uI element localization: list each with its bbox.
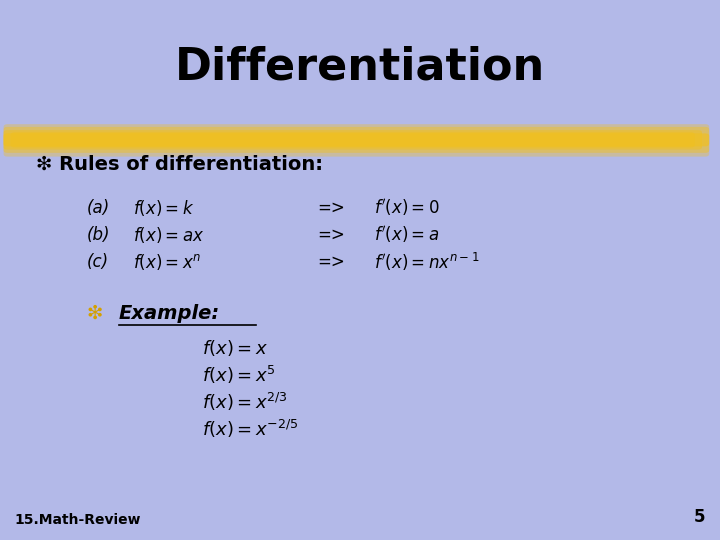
Text: $f(x) = x^5$: $f(x) = x^5$ xyxy=(202,364,275,386)
Text: (c): (c) xyxy=(86,253,109,271)
Text: =>: => xyxy=(317,226,345,244)
Text: $f'(x) = 0$: $f'(x) = 0$ xyxy=(374,198,440,218)
Text: $f(x) = ax$: $f(x) = ax$ xyxy=(133,225,204,245)
Text: =>: => xyxy=(317,253,345,271)
Text: Differentiation: Differentiation xyxy=(175,46,545,89)
Text: $f(x) = x^{-2/5}$: $f(x) = x^{-2/5}$ xyxy=(202,418,298,440)
FancyBboxPatch shape xyxy=(11,132,695,147)
Text: (a): (a) xyxy=(86,199,109,217)
Text: $f'(x) = a$: $f'(x) = a$ xyxy=(374,225,440,245)
Text: ❇: ❇ xyxy=(86,303,103,323)
FancyBboxPatch shape xyxy=(4,130,702,150)
Text: $f'(x) = nx^{n-1}$: $f'(x) = nx^{n-1}$ xyxy=(374,251,480,273)
FancyBboxPatch shape xyxy=(4,133,709,146)
Text: $f(x) = x^n$: $f(x) = x^n$ xyxy=(133,252,202,272)
Text: ❇ Rules of differentiation:: ❇ Rules of differentiation: xyxy=(36,155,323,174)
FancyBboxPatch shape xyxy=(4,124,709,157)
Text: 15.Math-Review: 15.Math-Review xyxy=(14,512,141,526)
Text: $f(x) = x^{2/3}$: $f(x) = x^{2/3}$ xyxy=(202,392,287,413)
Text: =>: => xyxy=(317,199,345,217)
Text: Example:: Example: xyxy=(119,303,220,323)
Text: $f(x) = k$: $f(x) = k$ xyxy=(133,198,194,218)
Text: (b): (b) xyxy=(86,226,110,244)
Text: 5: 5 xyxy=(694,509,706,526)
FancyBboxPatch shape xyxy=(4,127,709,153)
Text: $f(x) = x$: $f(x) = x$ xyxy=(202,338,268,359)
